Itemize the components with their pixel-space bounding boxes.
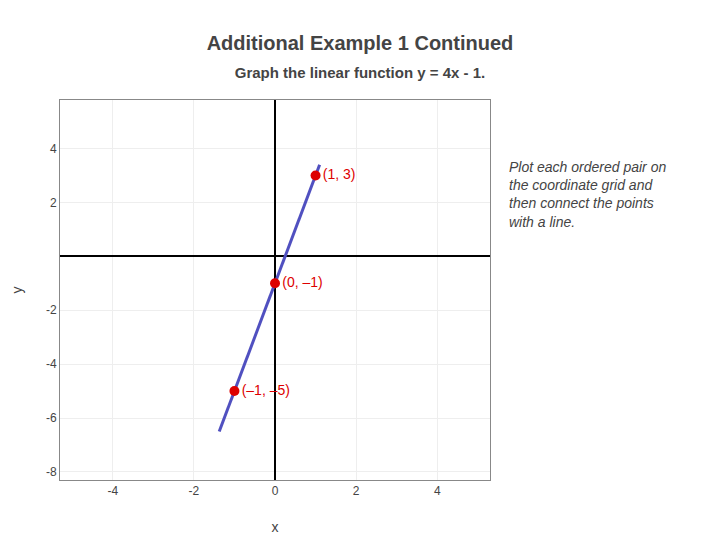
svg-text:2: 2 xyxy=(353,484,360,498)
svg-text:-8: -8 xyxy=(46,465,57,479)
svg-text:(0, –1): (0, –1) xyxy=(282,274,322,290)
svg-text:(–1, –5): (–1, –5) xyxy=(242,382,290,398)
svg-text:-2: -2 xyxy=(46,303,57,317)
svg-text:4: 4 xyxy=(434,484,441,498)
svg-text:Graph the linear function y =: Graph the linear function y = 4x - 1. xyxy=(235,64,485,81)
svg-text:-6: -6 xyxy=(46,411,57,425)
svg-text:Plot each ordered pair onthe c: Plot each ordered pair onthe coordinate … xyxy=(509,159,666,230)
svg-text:x: x xyxy=(272,519,279,535)
svg-text:(1, 3): (1, 3) xyxy=(323,166,356,182)
svg-text:0: 0 xyxy=(272,484,279,498)
svg-text:-2: -2 xyxy=(189,484,200,498)
svg-text:2: 2 xyxy=(50,196,57,210)
svg-text:y: y xyxy=(9,287,25,294)
svg-text:Additional Example 1 Continued: Additional Example 1 Continued xyxy=(207,32,514,54)
svg-text:-4: -4 xyxy=(46,357,57,371)
svg-text:-4: -4 xyxy=(107,484,118,498)
svg-text:4: 4 xyxy=(50,142,57,156)
